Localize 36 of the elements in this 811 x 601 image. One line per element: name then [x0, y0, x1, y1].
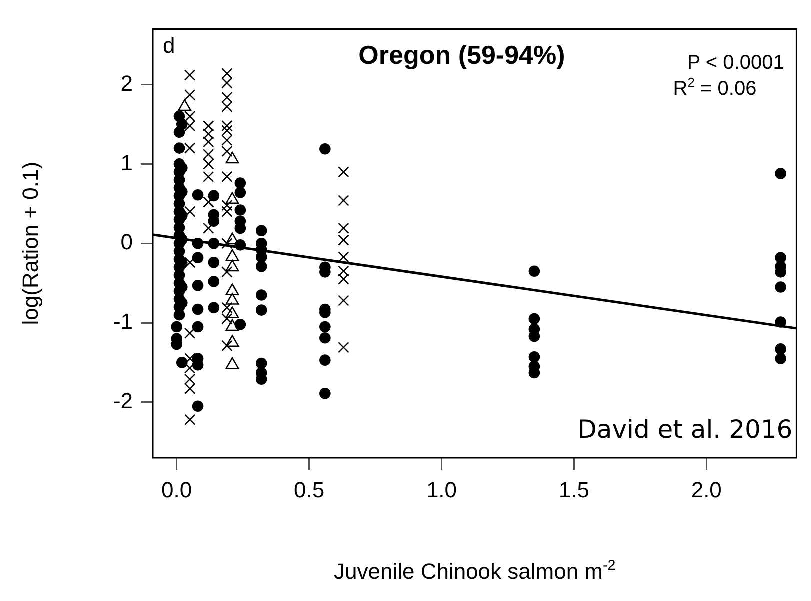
x-tick-label: 1.0 [426, 477, 458, 502]
x-tick-label: 2.0 [691, 477, 722, 502]
point [338, 166, 350, 178]
point [338, 252, 350, 263]
point [338, 342, 350, 354]
point [222, 171, 233, 182]
y-tick-label: -1 [113, 309, 133, 334]
y-tick-label: -2 [113, 388, 133, 414]
annotation: P < 0.0001 [687, 52, 784, 74]
annotation: d [163, 33, 176, 58]
point [222, 266, 233, 278]
point [184, 142, 196, 154]
point [184, 70, 196, 81]
point [184, 257, 196, 268]
point [338, 195, 350, 206]
point [203, 196, 214, 208]
point [338, 295, 350, 306]
y-tick-label: 0 [120, 230, 133, 255]
y-tick-label: 1 [120, 150, 133, 176]
point [222, 238, 233, 250]
point [222, 120, 233, 132]
annotation: David et al. 2016 [578, 415, 793, 444]
point [222, 340, 233, 352]
y-tick-label: 2 [120, 70, 133, 96]
x-tick-label: 0.0 [162, 477, 192, 502]
chart-title: Oregon (59-94%) [358, 40, 566, 70]
point [222, 200, 233, 212]
point [184, 414, 196, 426]
point [203, 222, 214, 234]
x-tick-label: 1.5 [558, 477, 590, 502]
y-axis-title: log(Ration + 0.1) [18, 162, 43, 326]
x-tick-label: 0.5 [294, 477, 325, 502]
point [184, 90, 196, 101]
point [184, 206, 196, 218]
point [222, 206, 233, 218]
point [184, 328, 196, 339]
